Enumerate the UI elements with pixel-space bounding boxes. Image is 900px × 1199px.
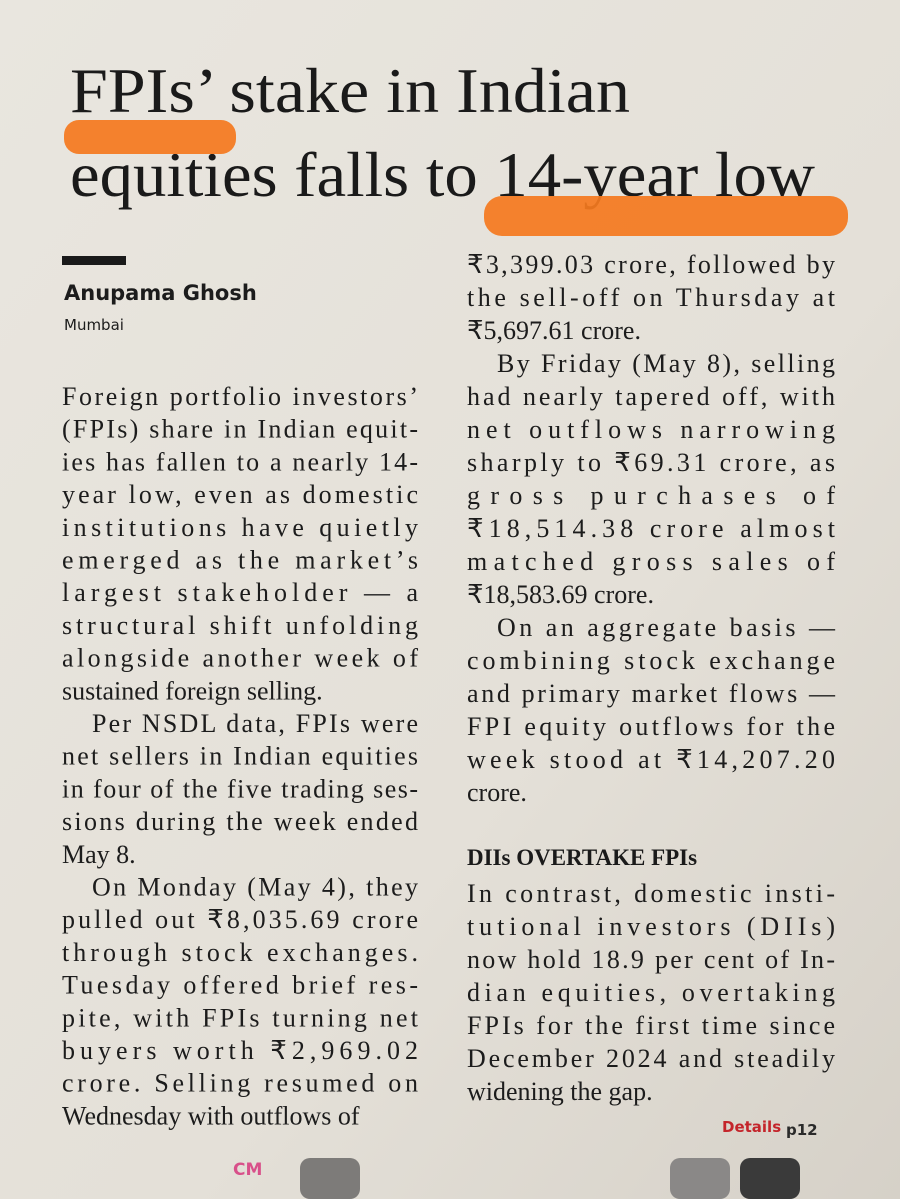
body-line: sustained foreign selling. xyxy=(62,676,323,705)
details-label: Details xyxy=(722,1118,781,1136)
body-line: tutional investors (DIIs) xyxy=(467,912,835,941)
body-line: and primary market flows — xyxy=(467,679,836,708)
body-line: emerged as the market’s xyxy=(62,546,418,575)
byline-author: Anupama Ghosh xyxy=(64,281,257,305)
print-mark: CM xyxy=(233,1160,262,1180)
body-line: Tuesday offered brief res- xyxy=(62,971,418,1000)
body-line: Per NSDL data, FPIs were xyxy=(92,709,418,738)
body-line: In contrast, domestic insti- xyxy=(467,879,835,908)
body-line: combining stock exchange xyxy=(467,646,835,675)
body-line: crore. xyxy=(467,778,527,807)
byline-location: Mumbai xyxy=(64,316,124,334)
body-line: widening the gap. xyxy=(467,1077,653,1106)
highlight xyxy=(64,120,236,154)
body-line: largest stakeholder — a xyxy=(62,578,418,607)
body-line: May 8. xyxy=(62,840,136,869)
body-line: ₹3,399.03 crore, followed by xyxy=(467,250,835,279)
body-line: pite, with FPIs turning net xyxy=(62,1003,419,1032)
print-swatch xyxy=(300,1158,360,1199)
body-line: net sellers in Indian equities xyxy=(62,742,418,771)
details-page: p12 xyxy=(786,1121,818,1139)
body-line: Foreign portfolio investors’ xyxy=(62,382,418,411)
print-swatch xyxy=(740,1158,800,1199)
body-line: now hold 18.9 per cent of In- xyxy=(467,945,835,974)
body-line: through stock exchanges. xyxy=(62,938,418,967)
body-line: year low, even as domestic xyxy=(62,480,418,509)
body-line: had nearly tapered off, with xyxy=(467,382,835,411)
body-line: Wednesday with outflows of xyxy=(62,1101,360,1130)
body-line: ₹18,583.69 crore. xyxy=(467,580,654,609)
body-line: FPIs for the first time since xyxy=(467,1011,835,1040)
body-line: On Monday (May 4), they xyxy=(92,873,418,902)
body-line: the sell-off on Thursday at xyxy=(467,283,836,312)
body-line: By Friday (May 8), selling xyxy=(497,349,835,378)
headline: FPIs’ stake in Indian xyxy=(70,55,630,126)
print-swatch xyxy=(670,1158,730,1199)
body-line: On an aggregate basis — xyxy=(497,613,836,642)
body-line: ies has fallen to a nearly 14- xyxy=(62,447,418,476)
body-line: in four of the five trading ses- xyxy=(62,774,418,803)
body-line: dian equities, overtaking xyxy=(467,978,835,1007)
body-line: ₹18,514.38 crore almost xyxy=(467,514,836,543)
body-line: alongside another week of xyxy=(62,644,418,673)
body-line: sions during the week ended xyxy=(62,807,418,836)
subhead: DIIs OVERTAKE FPIs xyxy=(467,845,697,870)
body-line: ₹5,697.61 crore. xyxy=(467,316,641,345)
body-line: net outflows narrowing xyxy=(467,415,835,444)
highlight xyxy=(484,196,848,236)
byline-rule xyxy=(62,256,126,265)
body-line: buyers worth ₹2,969.02 xyxy=(62,1036,418,1065)
